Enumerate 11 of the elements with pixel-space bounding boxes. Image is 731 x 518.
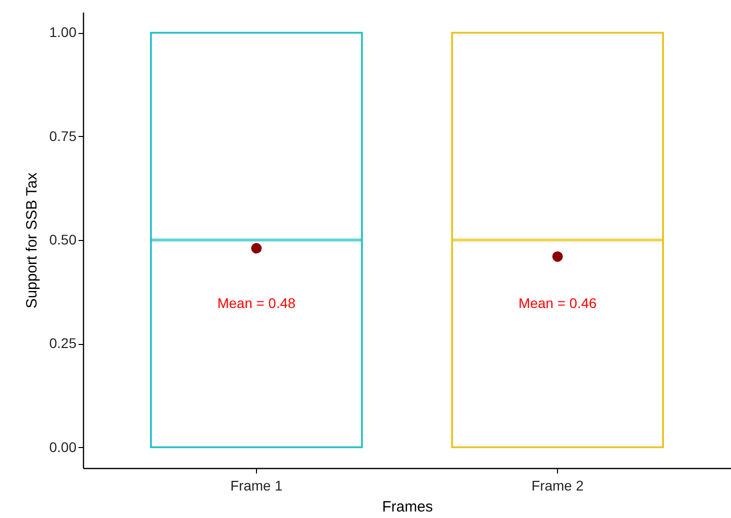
x-axis-title: Frames — [382, 498, 433, 516]
annotation: Mean = 0.48 — [217, 295, 296, 311]
x-tick-label: Frame 1 — [230, 478, 283, 494]
y-axis-title: Support for SSB Tax — [23, 172, 40, 308]
annotation: Mean = 0.46 — [518, 295, 597, 311]
x-tick-label: Frame 2 — [531, 478, 584, 494]
y-tick-label: 0.75 — [49, 128, 77, 144]
y-tick-label: 1.00 — [49, 24, 77, 40]
y-tick-label: 0.25 — [49, 335, 77, 352]
y-tick-label: 0.50 — [49, 232, 77, 248]
y-tick-label: 0.00 — [49, 438, 77, 455]
